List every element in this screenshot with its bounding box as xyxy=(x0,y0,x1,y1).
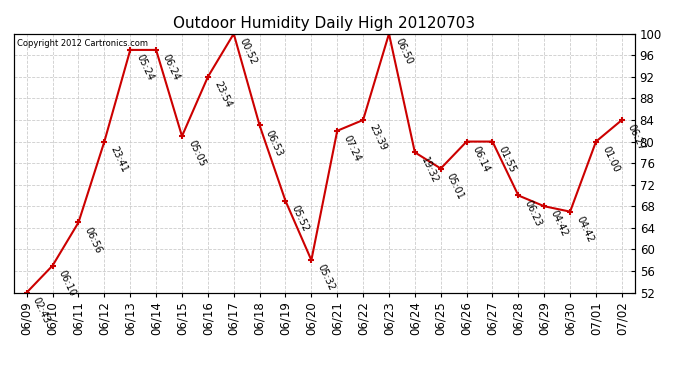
Text: 01:00: 01:00 xyxy=(600,144,621,174)
Text: 04:42: 04:42 xyxy=(549,209,569,238)
Text: 06:23: 06:23 xyxy=(522,198,543,228)
Title: Outdoor Humidity Daily High 20120703: Outdoor Humidity Daily High 20120703 xyxy=(173,16,475,31)
Text: 05:24: 05:24 xyxy=(135,53,155,82)
Text: 05:32: 05:32 xyxy=(315,263,337,292)
Text: 05:05: 05:05 xyxy=(186,139,207,168)
Text: 06:27: 06:27 xyxy=(626,123,647,152)
Text: 00:52: 00:52 xyxy=(238,36,259,66)
Text: 19:32: 19:32 xyxy=(419,155,440,184)
Text: 05:52: 05:52 xyxy=(290,204,310,233)
Text: 01:55: 01:55 xyxy=(497,144,518,174)
Text: 06:10: 06:10 xyxy=(57,268,77,298)
Text: 02:43: 02:43 xyxy=(31,295,52,325)
Text: 23:41: 23:41 xyxy=(108,144,129,174)
Text: 07:24: 07:24 xyxy=(342,134,362,163)
Text: Copyright 2012 Cartronics.com: Copyright 2012 Cartronics.com xyxy=(17,39,148,48)
Text: 06:53: 06:53 xyxy=(264,128,284,158)
Text: 04:42: 04:42 xyxy=(574,214,595,244)
Text: 23:39: 23:39 xyxy=(367,123,388,152)
Text: 05:01: 05:01 xyxy=(445,171,466,201)
Text: 23:54: 23:54 xyxy=(212,80,233,109)
Text: 06:14: 06:14 xyxy=(471,144,491,174)
Text: 06:56: 06:56 xyxy=(83,225,104,255)
Text: 06:50: 06:50 xyxy=(393,36,414,66)
Text: 06:24: 06:24 xyxy=(160,53,181,82)
